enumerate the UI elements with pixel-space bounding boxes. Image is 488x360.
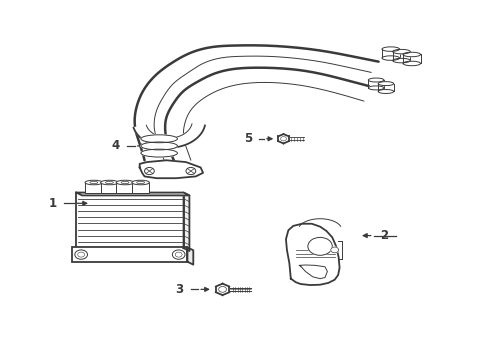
Polygon shape <box>285 224 339 285</box>
Ellipse shape <box>141 142 177 150</box>
Ellipse shape <box>141 149 177 157</box>
Ellipse shape <box>85 180 102 185</box>
Ellipse shape <box>116 180 134 185</box>
Ellipse shape <box>367 86 383 90</box>
Circle shape <box>307 237 331 255</box>
Circle shape <box>185 167 195 175</box>
Ellipse shape <box>381 56 399 60</box>
Polygon shape <box>299 265 327 279</box>
FancyBboxPatch shape <box>85 183 102 193</box>
Circle shape <box>78 252 84 257</box>
Circle shape <box>172 250 184 259</box>
Ellipse shape <box>90 181 98 184</box>
Polygon shape <box>183 193 189 251</box>
Polygon shape <box>76 193 189 195</box>
Ellipse shape <box>137 181 144 184</box>
FancyBboxPatch shape <box>72 247 187 262</box>
FancyBboxPatch shape <box>116 183 134 193</box>
Circle shape <box>175 252 182 257</box>
Text: 3: 3 <box>175 283 183 296</box>
Ellipse shape <box>367 78 383 82</box>
Text: 4: 4 <box>112 139 120 152</box>
Ellipse shape <box>402 52 420 57</box>
Ellipse shape <box>132 180 149 185</box>
FancyBboxPatch shape <box>132 183 149 193</box>
Polygon shape <box>133 124 204 148</box>
Ellipse shape <box>105 181 113 184</box>
Ellipse shape <box>121 181 129 184</box>
Text: 5: 5 <box>243 132 251 145</box>
Text: 1: 1 <box>48 197 57 210</box>
Circle shape <box>218 287 226 292</box>
Ellipse shape <box>381 47 399 51</box>
Polygon shape <box>187 247 193 265</box>
Ellipse shape <box>392 49 409 54</box>
Circle shape <box>144 167 154 175</box>
Circle shape <box>280 136 286 141</box>
FancyBboxPatch shape <box>101 183 118 193</box>
Circle shape <box>75 250 87 259</box>
Ellipse shape <box>392 58 409 63</box>
FancyBboxPatch shape <box>76 193 183 248</box>
Circle shape <box>330 247 338 253</box>
Ellipse shape <box>377 90 393 94</box>
Ellipse shape <box>377 82 393 86</box>
Text: 2: 2 <box>380 229 387 242</box>
Ellipse shape <box>101 180 118 185</box>
Ellipse shape <box>402 61 420 66</box>
Polygon shape <box>140 160 203 178</box>
Ellipse shape <box>141 135 177 143</box>
